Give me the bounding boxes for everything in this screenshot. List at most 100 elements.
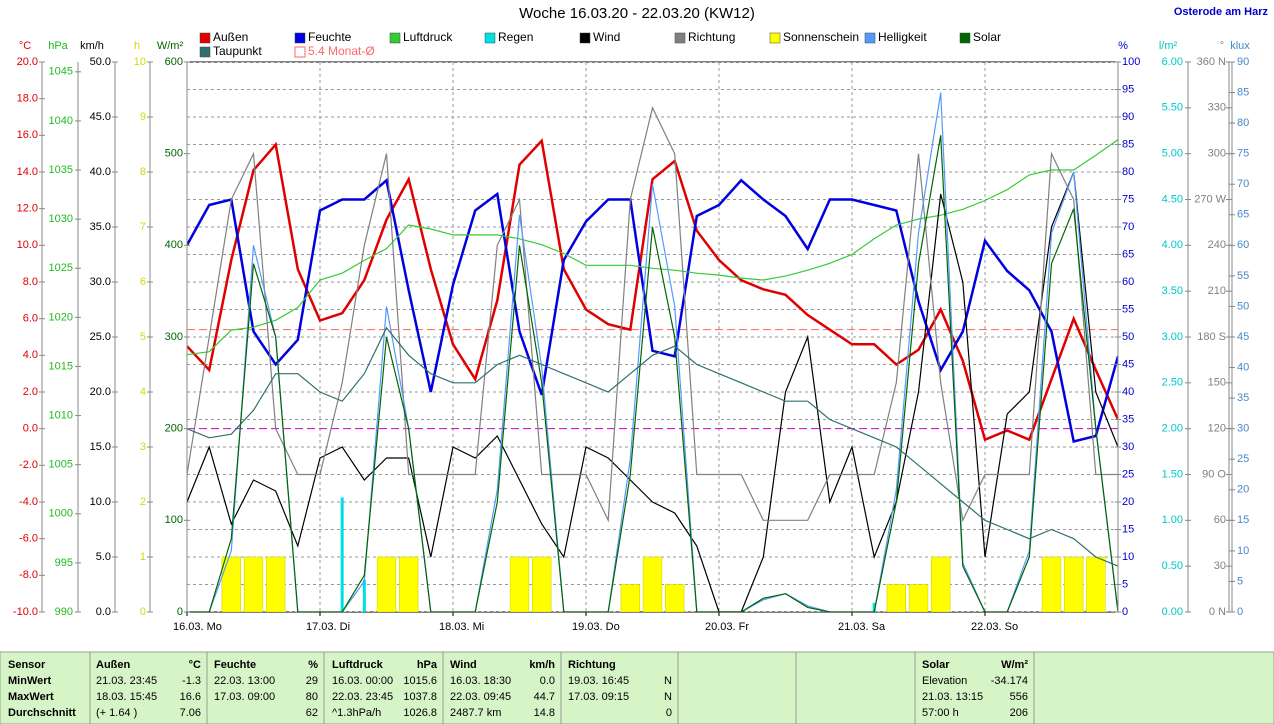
summary-table: Sensor MinWert MaxWert Durchschnitt Außen °C 2… (0, 651, 1274, 724)
y-tick-label: 65 (1237, 209, 1249, 221)
x-tick-label: 20.03. Fr (705, 621, 749, 633)
y-tick-label: 85 (1122, 138, 1134, 150)
table-unit: hPa (417, 659, 438, 671)
table-cell: 18.03. 15:45 (96, 691, 157, 703)
y-tick-label: 3 (140, 441, 146, 453)
y-tick-label: 35 (1237, 392, 1249, 404)
y-tick-label: 30.0 (90, 276, 111, 288)
legend-swatch (674, 32, 686, 44)
legend-swatch (199, 32, 211, 44)
series-bar (1086, 556, 1106, 612)
table-header: Wind (450, 659, 477, 671)
legend-label: Feuchte (308, 30, 352, 44)
series-bar (531, 556, 552, 612)
y-tick-label: 995 (55, 557, 73, 569)
y-tick-label: 400 (165, 239, 183, 251)
series-bar (398, 556, 419, 612)
y-tick-label: 0 (140, 606, 146, 618)
legend-swatch (484, 32, 496, 44)
y-tick-label: 90 (1122, 111, 1134, 123)
y-tick-label: 6.0 (23, 313, 38, 325)
table-header: Sensor (8, 659, 46, 671)
y-tick-label: 1 (140, 551, 146, 563)
y-tick-label: 60 (1214, 514, 1226, 526)
axis-unit: ° (1220, 40, 1224, 52)
y-tick-label: 15.0 (90, 441, 111, 453)
y-tick-label: 0 (177, 606, 183, 618)
plot-layer (187, 62, 1118, 612)
table-cell: 21.03. 13:15 (922, 691, 983, 703)
y-tick-label: 14.0 (17, 166, 38, 178)
series-bar (1041, 556, 1062, 612)
series-bar (664, 584, 685, 612)
table-cell: 22.03. 23:45 (332, 691, 393, 703)
axis-unit: km/h (80, 40, 104, 52)
legend-label: Luftdruck (403, 30, 453, 44)
table-value: 44.7 (534, 691, 555, 703)
y-tick-label: 80 (1237, 117, 1249, 129)
y-tick-label: 5 (1237, 575, 1243, 587)
series-line (187, 139, 1118, 356)
y-tick-label: 50 (1122, 331, 1134, 343)
y-tick-label: 100 (1122, 56, 1140, 68)
y-tick-label: 1030 (49, 213, 73, 225)
axis-unit: % (1118, 40, 1128, 52)
table-unit: % (308, 659, 318, 671)
series-bar (340, 497, 344, 612)
y-tick-label: 10.0 (90, 496, 111, 508)
legend-swatch (579, 32, 591, 44)
y-tick-label: 90 (1237, 56, 1249, 68)
y-tick-label: 80 (1122, 166, 1134, 178)
y-tick-label: 15 (1122, 523, 1134, 535)
y-tick-label: 1010 (49, 409, 73, 421)
table-value: 1037.8 (403, 691, 437, 703)
y-tick-label: 40 (1237, 361, 1249, 373)
y-tick-label: -10.0 (13, 606, 38, 618)
y-tick-label: 1.00 (1162, 514, 1183, 526)
y-tick-label: 10 (1122, 551, 1134, 563)
y-tick-label: -2.0 (19, 459, 38, 471)
y-tick-label: 2 (140, 496, 146, 508)
axis-unit: °C (19, 40, 31, 52)
y-tick-label: 75 (1122, 193, 1134, 205)
axis-unit: h (134, 40, 140, 52)
y-tick-label: 60 (1237, 239, 1249, 251)
table-value: 0.0 (540, 675, 555, 687)
y-tick-label: 0.00 (1162, 606, 1183, 618)
y-tick-label: 25 (1122, 468, 1134, 480)
legend-label: Helligkeit (878, 30, 927, 44)
table-value: -34.174 (991, 675, 1028, 687)
x-tick-label: 21.03. Sa (838, 621, 886, 633)
y-tick-label: 1000 (49, 508, 73, 520)
legend-swatch (959, 32, 971, 44)
y-tick-label: 1025 (49, 262, 73, 274)
y-tick-label: 30 (1214, 560, 1226, 572)
legend-label: Solar (973, 30, 1001, 44)
table-value: 1026.8 (403, 707, 437, 719)
y-tick-label: 270 W (1194, 193, 1226, 205)
series-bar (509, 556, 530, 612)
table-cell: 19.03. 16:45 (568, 675, 629, 687)
y-tick-label: 7 (140, 221, 146, 233)
y-tick-label: 330 (1208, 102, 1226, 114)
axis-unit: hPa (48, 40, 68, 52)
table-cell: 22.03. 09:45 (450, 691, 511, 703)
table-value: 14.8 (534, 707, 555, 719)
y-tick-label: 1040 (49, 115, 73, 127)
y-tick-label: 1045 (49, 66, 73, 78)
legend-swatch (389, 32, 401, 44)
y-tick-label: 40.0 (90, 166, 111, 178)
y-tick-label: 150 (1208, 377, 1226, 389)
y-tick-label: 300 (165, 331, 183, 343)
series-line (187, 106, 1118, 523)
series-line (187, 138, 1118, 442)
chart-title: Woche 16.03.20 - 22.03.20 (KW12) (519, 5, 755, 22)
table-cell: Elevation (922, 675, 967, 687)
y-tick-label: 20.0 (17, 56, 38, 68)
y-tick-label: 1035 (49, 164, 73, 176)
y-tick-label: 90 O (1202, 468, 1226, 480)
y-tick-label: 45 (1237, 331, 1249, 343)
y-tick-label: 0.50 (1162, 560, 1183, 572)
legend-swatch (769, 32, 781, 44)
